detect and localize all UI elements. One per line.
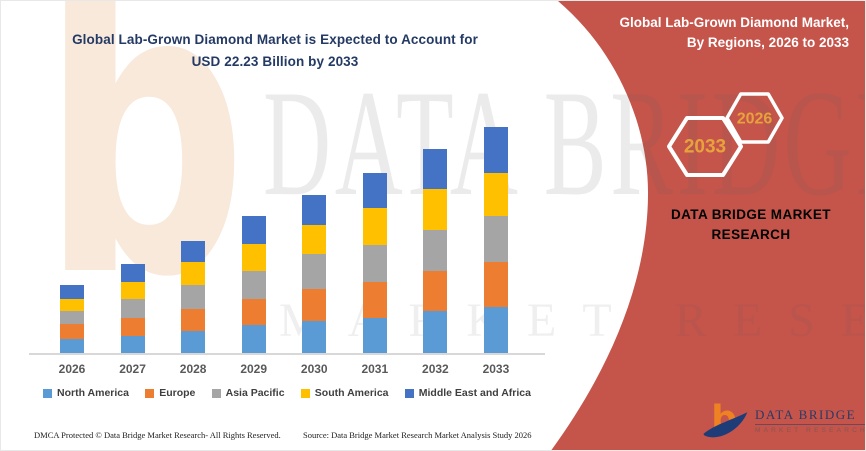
legend-item-south-america: South America	[300, 387, 389, 399]
bar-segment-2032-europe	[423, 270, 448, 312]
legend-swatch-icon	[43, 388, 52, 398]
x-axis-label-2026: 2026	[58, 362, 86, 376]
bar-segment-2030-europe	[302, 289, 327, 321]
legend-item-north-america: North America	[43, 387, 129, 399]
x-axis-label-2028: 2028	[179, 362, 207, 376]
logo-company-name: DATA BRIDGE	[755, 407, 865, 425]
footer-source: Source: Data Bridge Market Research Mark…	[303, 430, 532, 440]
bar-segment-2031-middle-east-and-africa	[362, 172, 387, 209]
bar-2027: 2027	[119, 263, 146, 376]
data-bridge-logo: b DATA BRIDGE MARKET RESEARCH	[701, 397, 866, 443]
bar-segment-2032-north-america	[423, 311, 448, 353]
bar-segment-2027-europe	[120, 317, 145, 336]
bar-segment-2032-middle-east-and-africa	[423, 149, 448, 189]
bar-segment-2033-middle-east-and-africa	[483, 126, 508, 173]
legend-item-asia-pacific: Asia Pacific	[211, 387, 285, 399]
bar-2033: 2033	[483, 126, 509, 376]
stacked-bar-chart: 2026 2027 2028 2029 2030 2031 2032 2033	[59, 126, 509, 376]
hexagon-badges: 2033 2026	[667, 92, 784, 177]
bar-segment-2026-north-america	[60, 338, 84, 353]
legend-label: Asia Pacific	[225, 387, 285, 399]
bar-segment-2030-middle-east-and-africa	[302, 194, 327, 226]
right-panel-title-line2: By Regions, 2026 to 2033	[686, 34, 849, 50]
legend-swatch-icon	[211, 388, 221, 398]
bar-segment-2029-europe	[241, 299, 266, 325]
bar-2031: 2031	[361, 172, 388, 376]
bar-segment-2033-asia-pacific	[483, 216, 508, 262]
bar-segment-2026-asia-pacific	[60, 311, 84, 324]
x-axis-label-2027: 2027	[119, 362, 146, 376]
right-panel-title-line1: Global Lab-Grown Diamond Market,	[619, 15, 849, 30]
legend-label: Middle East and Africa	[418, 387, 531, 399]
bar-segment-2029-asia-pacific	[241, 270, 266, 300]
bar-segment-2029-middle-east-and-africa	[241, 216, 266, 244]
bar-segment-2028-asia-pacific	[181, 285, 206, 310]
bar-segment-2032-asia-pacific	[423, 230, 448, 271]
chart-legend: North America Europe Asia Pacific South Ame…	[43, 387, 531, 399]
x-axis-label-2030: 2030	[300, 362, 328, 376]
legend-swatch-icon	[300, 388, 310, 398]
logo-tagline: MARKET RESEARCH	[755, 426, 866, 434]
bar-segment-2026-europe	[60, 323, 84, 339]
chart-title-line2: USD 22.23 Billion by 2033	[191, 53, 359, 69]
bar-segment-2026-middle-east-and-africa	[60, 285, 84, 300]
bar-segment-2028-europe	[181, 309, 206, 331]
hexagon-2033-label: 2033	[684, 137, 726, 158]
chart-title-line1: Global Lab-Grown Diamond Market is Expec…	[72, 32, 478, 47]
legend-label: North America	[57, 387, 129, 399]
bar-segment-2033-north-america	[483, 307, 508, 353]
brand-wordmark: DATA BRIDGE MARKET RESEARCH	[637, 205, 865, 246]
bar-segment-2028-south-america	[181, 261, 206, 286]
bar-segment-2030-south-america	[302, 225, 327, 254]
hexagon-2033	[667, 116, 743, 177]
bar-segment-2027-south-america	[120, 282, 145, 300]
bar-segment-2026-south-america	[60, 299, 84, 312]
bar-segment-2029-south-america	[241, 243, 266, 271]
bar-segment-2027-north-america	[120, 335, 145, 353]
bar-segment-2033-europe	[483, 261, 508, 308]
x-axis-label-2032: 2032	[422, 362, 449, 376]
bar-segment-2033-south-america	[483, 172, 508, 217]
footer-copyright: DMCA Protected © Data Bridge Market Rese…	[34, 430, 281, 440]
legend-item-europe: Europe	[145, 387, 195, 399]
legend-label: South America	[314, 387, 389, 399]
x-axis-label-2029: 2029	[240, 362, 268, 376]
bar-segment-2029-north-america	[241, 324, 266, 353]
hexagon-2026-label: 2026	[737, 111, 773, 128]
logo-text: DATA BRIDGE MARKET RESEARCH	[755, 407, 866, 434]
bar-segment-2027-middle-east-and-africa	[120, 263, 145, 283]
x-axis-line	[29, 353, 545, 355]
chart-title: Global Lab-Grown Diamond Market is Expec…	[39, 29, 511, 72]
bar-2028: 2028	[180, 240, 206, 376]
brand-wordmark-line2: RESEARCH	[711, 227, 791, 243]
bar-segment-2031-asia-pacific	[362, 244, 387, 283]
legend-label: Europe	[159, 387, 196, 399]
bar-segment-2028-north-america	[181, 330, 206, 353]
data-bridge-logo-icon: b	[703, 398, 748, 439]
bar-segment-2030-asia-pacific	[302, 253, 327, 290]
legend-item-middle-east-and-africa: Middle East and Africa	[404, 387, 531, 399]
x-axis-label-2031: 2031	[361, 362, 389, 376]
legend-swatch-icon	[404, 388, 414, 398]
hexagon-2026	[725, 92, 784, 144]
bar-segment-2027-asia-pacific	[120, 299, 145, 318]
brand-wordmark-line1: DATA BRIDGE MARKET	[671, 207, 831, 222]
bar-segment-2031-south-america	[362, 208, 387, 245]
x-axis-label-2033: 2033	[482, 362, 510, 376]
red-panel-shape	[551, 1, 865, 450]
bar-segment-2028-middle-east-and-africa	[181, 240, 206, 262]
bar-segment-2032-south-america	[423, 188, 448, 231]
bar-segment-2031-north-america	[362, 317, 387, 353]
logo-swoosh	[703, 412, 748, 438]
bar-segment-2030-north-america	[302, 320, 327, 353]
legend-swatch-icon	[145, 388, 155, 398]
bar-2029: 2029	[240, 216, 267, 376]
bar-2030: 2030	[301, 194, 328, 376]
right-panel-title: Global Lab-Grown Diamond Market, By Regi…	[597, 13, 849, 52]
bar-2032: 2032	[422, 149, 449, 376]
bar-segment-2031-europe	[362, 282, 387, 318]
bar-2026: 2026	[59, 285, 85, 376]
